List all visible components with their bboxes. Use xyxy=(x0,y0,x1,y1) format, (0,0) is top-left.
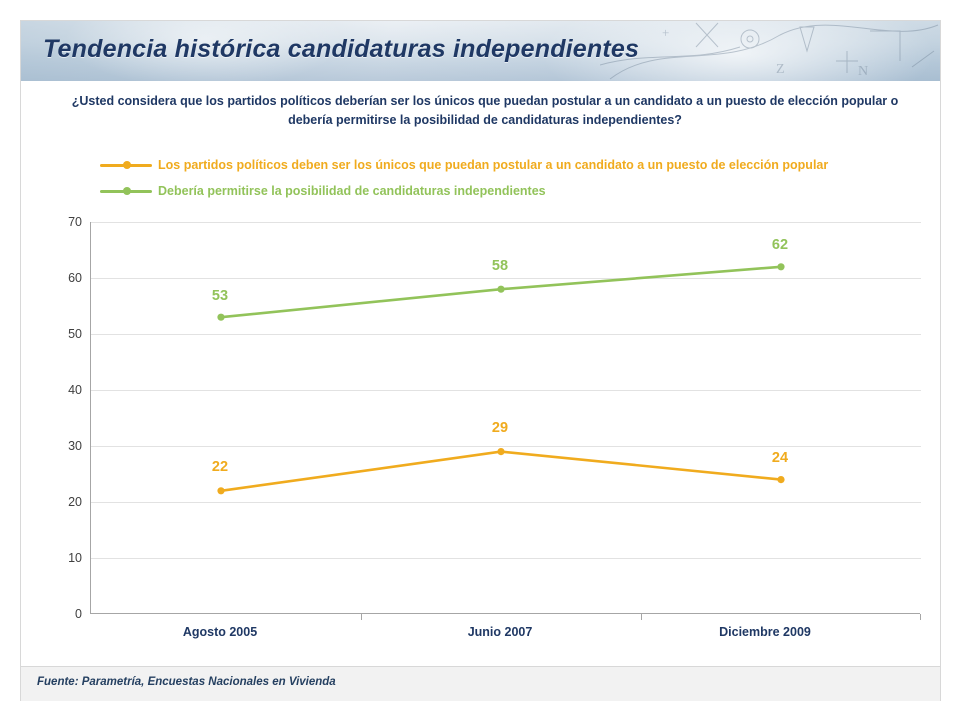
legend-marker-orange-icon xyxy=(100,159,152,171)
data-label-green-2005: 53 xyxy=(211,288,229,304)
x-tickmark xyxy=(641,614,642,620)
question-text: ¿Usted considera que los partidos políti… xyxy=(71,94,899,127)
y-axis-label: 10 xyxy=(68,551,82,565)
y-axis-label: 40 xyxy=(68,383,82,397)
chart-legend: Los partidos políticos deben ser los úni… xyxy=(100,152,828,204)
legend-item-green: Debería permitirse la posibilidad de can… xyxy=(100,178,828,204)
svg-text:+: + xyxy=(662,25,669,40)
y-axis-label: 70 xyxy=(68,215,82,229)
gridline xyxy=(91,278,921,279)
y-axis-label: 20 xyxy=(68,495,82,509)
data-label-green-2009: 62 xyxy=(771,237,789,253)
x-axis-label: Diciembre 2009 xyxy=(719,625,811,639)
y-axis-label: 30 xyxy=(68,439,82,453)
data-label-orange-2005: 22 xyxy=(211,459,229,475)
banner-texture xyxy=(21,21,940,81)
x-tickmark xyxy=(920,614,921,620)
legend-label-green: Debería permitirse la posibilidad de can… xyxy=(158,184,546,198)
y-axis-label: 60 xyxy=(68,271,82,285)
legend-label-orange: Los partidos políticos deben ser los úni… xyxy=(158,158,829,172)
y-axis-label: 50 xyxy=(68,327,82,341)
gridline xyxy=(91,558,921,559)
data-label-orange-2007: 29 xyxy=(491,420,509,436)
legend-item-orange: Los partidos políticos deben ser los úni… xyxy=(100,152,828,178)
data-label-orange-2009: 24 xyxy=(771,450,789,466)
x-tickmark xyxy=(361,614,362,620)
legend-marker-green-icon xyxy=(100,185,152,197)
source-note: Fuente: Parametría, Encuestas Nacionales… xyxy=(37,676,336,688)
svg-text:Z: Z xyxy=(776,62,785,77)
data-label-green-2007: 58 xyxy=(491,258,509,274)
gridline xyxy=(91,390,921,391)
footer-bar: Fuente: Parametría, Encuestas Nacionales… xyxy=(21,666,940,701)
plot-frame xyxy=(90,222,921,620)
x-axis-label: Agosto 2005 xyxy=(182,625,258,639)
svg-text:N: N xyxy=(858,64,868,79)
gridline xyxy=(91,334,921,335)
gridline xyxy=(91,502,921,503)
gridline xyxy=(91,222,921,223)
y-axis-label: 0 xyxy=(75,607,82,621)
gridline xyxy=(91,446,921,447)
page-title: Tendencia histórica candidaturas indepen… xyxy=(43,35,640,63)
banner-doodle-icon: + N Z xyxy=(600,22,939,80)
series-lines xyxy=(217,263,785,495)
header-banner: + N Z Tendencia histórica candidaturas i… xyxy=(21,21,940,81)
x-axis-label: Junio 2007 xyxy=(467,625,533,639)
